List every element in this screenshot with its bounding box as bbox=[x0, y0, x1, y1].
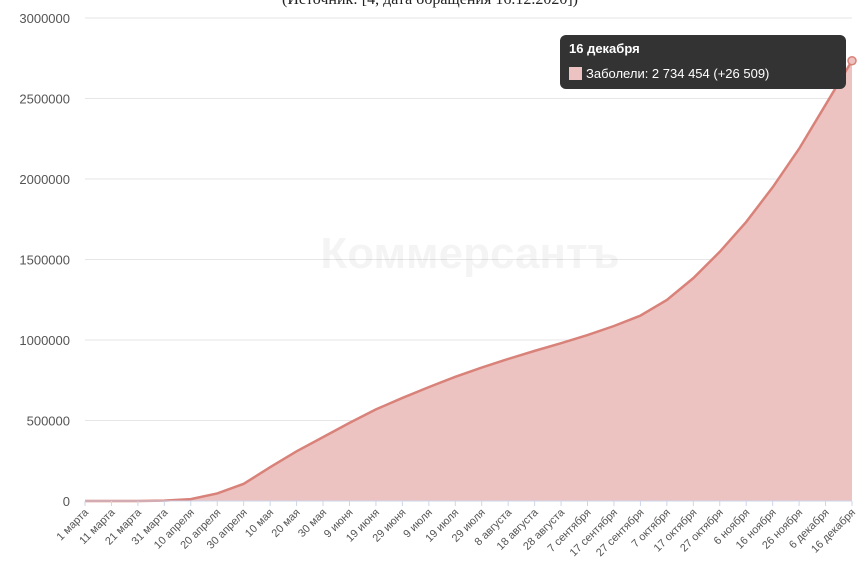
tooltip-text: Заболели: 2 734 454 (+26 509) bbox=[586, 66, 769, 81]
chart-subtitle: (Источник: [4, дата обращения 16.12.2020… bbox=[282, 0, 578, 8]
watermark: Коммерсантъ bbox=[320, 229, 619, 278]
y-tick-label: 500000 bbox=[27, 414, 70, 429]
y-tick-label: 2000000 bbox=[19, 172, 70, 187]
y-tick-label: 1500000 bbox=[19, 253, 70, 268]
y-tick-label: 1000000 bbox=[19, 333, 70, 348]
plot bbox=[84, 56, 857, 503]
line bbox=[84, 60, 854, 503]
tooltip-box bbox=[560, 35, 846, 89]
x-tick-label: 10 мая bbox=[243, 507, 276, 540]
tooltip: 16 декабря Заболели: 2 734 454 (+26 509) bbox=[560, 35, 846, 89]
tooltip-title: 16 декабря bbox=[569, 41, 640, 56]
point-marker bbox=[847, 56, 857, 66]
y-tick-label: 3000000 bbox=[19, 11, 70, 26]
tooltip-swatch bbox=[569, 67, 582, 80]
x-tick-label: 20 мая bbox=[270, 507, 303, 540]
y-tick-label: 2500000 bbox=[19, 92, 70, 107]
area bbox=[85, 60, 852, 502]
y-tick-label: 0 bbox=[63, 494, 70, 509]
grid bbox=[85, 17, 852, 502]
